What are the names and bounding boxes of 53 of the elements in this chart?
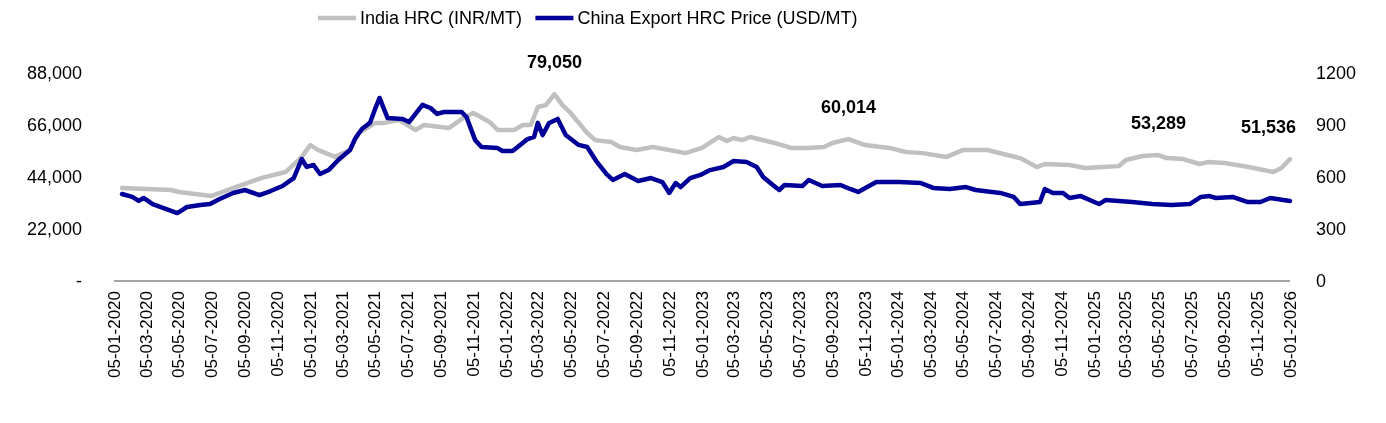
x-tick-label: 05-03-2023 (724, 291, 744, 378)
x-tick-label: 05-09-2024 (1019, 291, 1039, 378)
x-tick-label: 05-03-2025 (1116, 291, 1136, 378)
x-tick-label: 05-09-2023 (822, 291, 842, 378)
legend-label: China Export HRC Price (USD/MT) (577, 8, 858, 28)
x-tick-label: 05-07-2025 (1181, 291, 1201, 378)
x-tick-label: 05-01-2023 (692, 291, 712, 378)
x-tick-label: 05-05-2021 (365, 291, 385, 378)
x-tick-label: 05-03-2024 (920, 291, 940, 378)
y2-tick-label: 600 (1316, 167, 1347, 187)
x-tick-label: 05-07-2020 (202, 291, 222, 378)
annotation: 79,050 (526, 52, 582, 73)
annotation: 53,289 (1131, 113, 1187, 134)
x-tick-label: 05-05-2023 (756, 291, 776, 378)
x-tick-label: 05-09-2020 (235, 291, 255, 378)
x-tick-label: 05-01-2021 (300, 291, 320, 378)
x-tick-label: 05-01-2026 (1280, 291, 1300, 378)
x-tick-label: 05-09-2025 (1215, 291, 1235, 378)
x-tick-label: 05-07-2022 (593, 291, 613, 378)
y-tick-label: 44,000 (26, 167, 82, 187)
x-tick-label: 05-05-2024 (953, 291, 973, 378)
y-tick-label: 22,000 (26, 219, 82, 239)
y-tick-label: 66,000 (26, 115, 82, 135)
y2-tick-label: 1200 (1316, 63, 1357, 83)
x-tick-label: 05-07-2023 (789, 291, 809, 378)
legend-label: India HRC (INR/MT) (360, 8, 523, 28)
x-tick-label: 05-01-2022 (496, 291, 516, 378)
x-tick-label: 05-05-2022 (561, 291, 581, 378)
x-tick-label: 05-07-2024 (985, 291, 1005, 378)
x-tick-label: 05-01-2020 (104, 291, 124, 378)
y2-tick-label: 300 (1316, 219, 1347, 239)
x-tick-label: 05-11-2023 (855, 291, 875, 377)
y2-tick-label: 0 (1316, 271, 1327, 291)
x-tick-label: 05-05-2020 (169, 291, 189, 378)
y2-tick-label: 900 (1316, 115, 1347, 135)
x-tick-label: 05-03-2022 (528, 291, 548, 378)
x-tick-label: 05-01-2025 (1084, 291, 1104, 378)
y-tick-label: 88,000 (26, 63, 82, 83)
annotation: 51,536 (1240, 117, 1296, 138)
annotation: 60,014 (820, 97, 876, 118)
x-tick-label: 05-11-2021 (463, 291, 483, 377)
x-tick-label: 05-09-2022 (627, 291, 647, 378)
x-tick-label: 05-09-2021 (431, 291, 451, 378)
x-tick-label: 05-01-2024 (888, 291, 908, 378)
x-tick-label: 05-05-2025 (1149, 291, 1169, 378)
x-tick-label: 05-07-2021 (397, 291, 417, 378)
y-tick-label: - (76, 271, 82, 291)
x-tick-label: 05-03-2020 (136, 291, 156, 378)
x-tick-label: 05-03-2021 (332, 291, 352, 378)
x-tick-label: 05-11-2024 (1051, 291, 1071, 377)
x-tick-label: 05-11-2025 (1247, 291, 1267, 377)
x-tick-label: 05-11-2020 (268, 291, 288, 377)
x-tick-label: 05-11-2022 (659, 291, 679, 377)
